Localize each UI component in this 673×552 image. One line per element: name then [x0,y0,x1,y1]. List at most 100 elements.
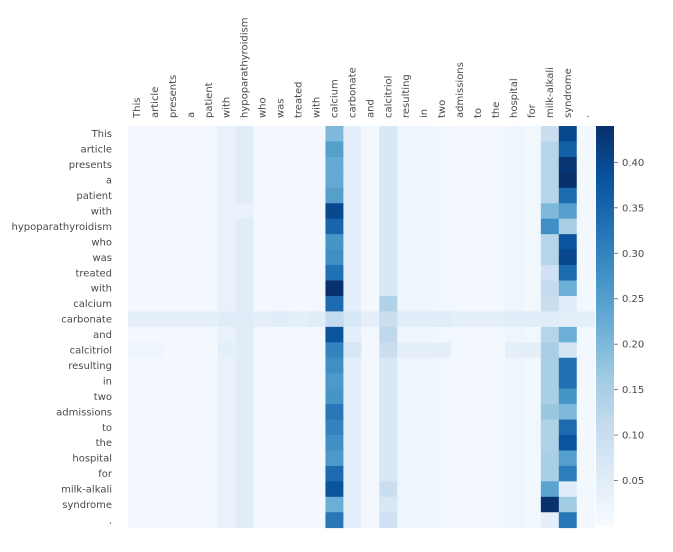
y-tick-label: the [96,438,112,449]
heatmap-cell [522,373,542,390]
heatmap-cell [235,311,255,328]
heatmap-cell [469,435,488,451]
heatmap-cell [558,187,578,204]
heatmap-cell [504,126,524,142]
heatmap-cell [415,450,434,467]
heatmap-cell [361,465,380,482]
heatmap-cell [540,496,560,513]
heatmap-cell [487,218,506,235]
heatmap-cell [235,357,255,374]
heatmap-cell [361,311,380,328]
heatmap-cell [361,265,380,281]
heatmap-cell [199,342,219,359]
heatmap-cell [307,156,326,173]
heatmap-cell [145,465,165,482]
heatmap-cell [576,187,596,204]
heatmap-cell [433,126,452,142]
heatmap-cell [145,357,165,374]
heatmap-cell [343,141,362,158]
heatmap-cell [181,435,201,451]
heatmap-cell [325,342,344,359]
heatmap-cell [181,172,201,189]
heatmap-cell [487,311,506,328]
heatmap-cell [307,388,326,405]
heatmap-cell [271,172,290,189]
heatmap-cell [128,373,147,390]
heatmap-cell [451,465,470,482]
heatmap-cell [289,388,308,405]
heatmap-cell [576,326,596,343]
heatmap-cell [487,404,506,420]
heatmap-cell [576,218,596,235]
heatmap-cell [271,388,290,405]
heatmap-cell [271,218,290,235]
heatmap-cell [235,342,255,359]
heatmap-cell [199,141,219,158]
heatmap-cell [433,265,452,281]
heatmap-cell [235,234,255,250]
heatmap-cell [271,419,290,436]
heatmap-cell [163,156,183,173]
x-tick-label: . [581,115,592,118]
y-tick-label: admissions [56,407,112,418]
heatmap-cell [217,419,237,436]
heatmap-cell [469,295,488,312]
heatmap-cell [145,326,165,343]
x-tick-label: who [258,97,269,118]
heatmap-cell [343,326,362,343]
heatmap-cell [540,249,560,266]
heatmap-cell [522,295,542,312]
heatmap-cell [469,311,488,328]
heatmap-cell [397,342,416,359]
heatmap-cell [253,295,272,312]
heatmap-cell [181,187,201,204]
heatmap-cell [271,512,290,529]
x-tick-labels: This article presents a patient with hypoparat… [132,18,592,119]
heatmap-cell [181,512,201,529]
heatmap-cell [235,481,255,498]
heatmap-cell [487,357,506,374]
heatmap-cell [487,435,506,451]
heatmap-cell [217,218,237,235]
heatmap-cell [235,203,255,220]
heatmap-cell [540,326,560,343]
heatmap-cell [307,450,326,467]
heatmap-cell [469,234,488,250]
y-tick-label: a [106,176,112,187]
x-tick-label: admissions [455,62,466,118]
heatmap-cell [145,373,165,390]
heatmap-cell [163,435,183,451]
heatmap-cell [307,126,326,142]
heatmap-cell [145,295,165,312]
heatmap-cell [325,203,344,220]
heatmap-cell [433,156,452,173]
heatmap-cell [540,435,560,451]
heatmap-cell [253,404,272,420]
heatmap-cell [576,280,596,297]
heatmap-cell [325,172,344,189]
heatmap-cell [451,295,470,312]
heatmap-cell [522,326,542,343]
heatmap-cell [379,326,398,343]
heatmap-cell [128,141,147,158]
heatmap-cell [433,512,452,529]
heatmap-cell [325,450,344,467]
heatmap-cell [145,450,165,467]
heatmap-cell [343,435,362,451]
heatmap-cell [361,496,380,513]
colorbar-tick-label: 0.30 [622,249,644,260]
heatmap-cell [289,404,308,420]
heatmap-cell [451,218,470,235]
heatmap-cell [128,496,147,513]
heatmap-cell [504,450,524,467]
heatmap-cell [469,141,488,158]
heatmap-cell [558,295,578,312]
heatmap-cell [361,512,380,529]
heatmap-cell [199,481,219,498]
heatmap-cell [289,481,308,498]
heatmap-cell [397,141,416,158]
x-tick-label: treated [294,81,305,118]
heatmap-cell [504,311,524,328]
heatmap-cell [469,326,488,343]
heatmap-cell [199,373,219,390]
